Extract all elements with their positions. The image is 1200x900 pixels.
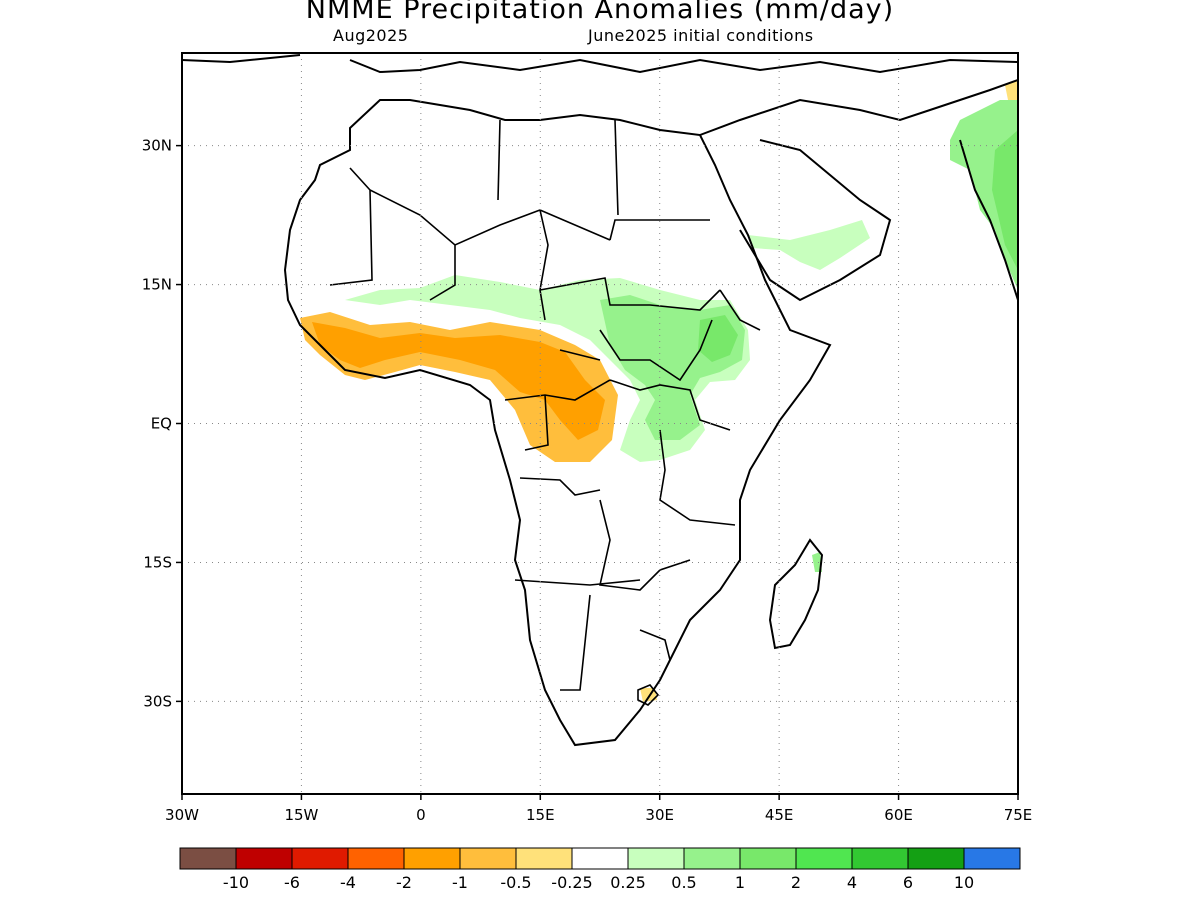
colorbar-swatch [739,847,797,870]
y-axis: 30N 15N EQ 15S 30S [142,137,182,710]
negative-anomaly-light-east [1005,80,1018,100]
colorbar: -10 -6 -4 -2 -1 -0.5 -0.25 0.25 0.5 1 2 4 6 10 [179,847,1021,892]
colorbar-swatch [627,847,685,870]
x-tick-label: 30W [165,806,199,824]
colorbar-label: -1 [452,873,468,892]
colorbar-label: 4 [847,873,857,892]
anomaly-layer [300,80,1018,702]
colorbar-swatch [179,847,237,870]
x-tick-label: 60E [884,806,913,824]
colorbar-swatch [403,847,461,870]
colorbar-label: 0.5 [671,873,696,892]
valid-month: Aug2025 [333,26,409,45]
y-tick-label: EQ [151,415,172,433]
positive-anomaly-arabia [748,220,870,270]
colorbar-swatch [963,847,1021,870]
gridlines [182,53,1018,794]
x-tick-label: 0 [416,806,426,824]
x-tick-label: 30E [645,806,674,824]
colorbar-label: 6 [903,873,913,892]
x-tick-label: 15E [526,806,555,824]
colorbar-label: 0.25 [610,873,646,892]
colorbar-swatch [907,847,965,870]
x-axis: 30W 15W 0 15E 30E 45E 60E 75E [165,794,1032,824]
colorbar-swatch [347,847,405,870]
y-tick-label: 30N [142,137,172,155]
map-title: NMME Precipitation Anomalies (mm/day) [305,0,895,25]
x-tick-label: 75E [1004,806,1033,824]
europe-coastline [182,54,1018,74]
colorbar-swatch [571,847,629,870]
country-borders [329,119,761,691]
positive-anomaly-core [698,315,738,362]
y-tick-label: 15S [143,553,172,571]
x-tick-label: 15W [284,806,318,824]
x-tick-label: 45E [765,806,794,824]
africa-coastline [283,99,832,747]
colorbar-label: -0.25 [551,873,592,892]
madagascar [768,538,824,650]
colorbar-label: 1 [735,873,745,892]
positive-anomaly-madagascar [812,552,822,572]
y-tick-label: 30S [143,692,172,710]
colorbar-label: -0.5 [500,873,531,892]
colorbar-swatch [235,847,293,870]
y-tick-label: 15N [142,276,172,294]
arabia-coastline [699,79,1018,302]
colorbar-swatch [459,847,517,870]
colorbar-swatch [683,847,741,870]
colorbar-swatch [291,847,349,870]
colorbar-label: -10 [223,873,249,892]
colorbar-swatch [851,847,909,870]
coastlines [182,54,1018,747]
india-coastline [959,139,1018,301]
negative-anomaly-core [312,322,605,440]
colorbar-label: 10 [954,873,974,892]
colorbar-swatch [795,847,853,870]
colorbar-label: -4 [340,873,356,892]
initial-conditions: June2025 initial conditions [588,26,814,45]
lesotho [637,684,660,706]
colorbar-label: -2 [396,873,412,892]
colorbar-swatch [515,847,573,870]
colorbar-label: -6 [284,873,300,892]
positive-anomaly-india-core [992,130,1018,270]
colorbar-label: 2 [791,873,801,892]
